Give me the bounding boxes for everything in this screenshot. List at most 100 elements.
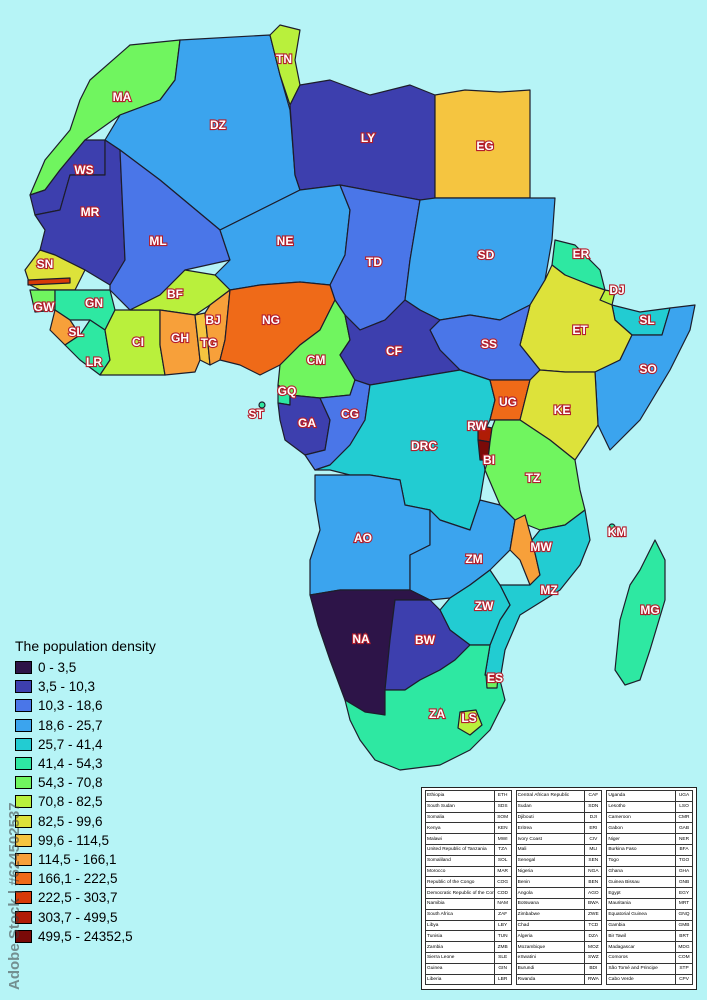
country-label: GQ bbox=[278, 384, 297, 398]
legend-swatch bbox=[15, 910, 32, 924]
code-table-row: Namibia NAM bbox=[425, 897, 512, 910]
legend-item: 99,6 - 114,5 bbox=[15, 831, 245, 850]
country-tunisia bbox=[269, 24, 301, 106]
country-label: SL bbox=[68, 325, 83, 339]
country-code-cell: GNB bbox=[675, 876, 694, 889]
code-table-row: Kenya KEN bbox=[425, 822, 512, 835]
country-code-cell: BEN bbox=[584, 876, 603, 889]
legend-swatch bbox=[15, 929, 32, 943]
country-label: LS bbox=[461, 711, 476, 725]
country-label: ES bbox=[487, 671, 503, 685]
country-code-cell: CAF bbox=[584, 790, 603, 802]
country-code-cell: MWI bbox=[493, 833, 512, 845]
country-code-cell: EGY bbox=[675, 887, 694, 899]
legend-item: 3,5 - 10,3 bbox=[15, 677, 245, 696]
country-lesotho bbox=[457, 709, 483, 736]
country-code-cell: SOL bbox=[493, 854, 512, 867]
legend-swatch bbox=[15, 891, 32, 905]
legend-swatch bbox=[15, 661, 32, 675]
country-central-african-republic bbox=[339, 299, 461, 386]
country-name-cell: Zambia bbox=[425, 941, 495, 953]
country-code-cell: GMB bbox=[675, 919, 694, 932]
country-label: MA bbox=[113, 90, 132, 104]
country-south-africa bbox=[344, 644, 506, 771]
country-code-cell: SLE bbox=[493, 951, 512, 964]
country-name-cell: Cameroon bbox=[606, 811, 677, 824]
country-name-cell: Eritrea bbox=[515, 822, 586, 835]
country-name-cell: South Africa bbox=[425, 908, 495, 921]
code-table-row: Gambia GMB bbox=[606, 919, 694, 932]
country-code-cell: GNQ bbox=[675, 908, 694, 921]
country-name-cell: Mali bbox=[515, 843, 586, 856]
country-label: LY bbox=[361, 131, 375, 145]
legend-item: 54,3 - 70,8 bbox=[15, 773, 245, 792]
code-table-row: Ethiopia ETH bbox=[425, 790, 512, 802]
country-name-cell: Morocco bbox=[425, 865, 495, 878]
country-name-cell: Bir Tawil bbox=[606, 930, 677, 943]
legend-item: 41,4 - 54,3 bbox=[15, 754, 245, 773]
country-code-cell: UGA bbox=[675, 790, 694, 802]
country-name-cell: Chad bbox=[515, 919, 586, 932]
country-label: BI bbox=[483, 453, 495, 467]
code-table-row: Nigeria NGA bbox=[515, 865, 603, 878]
country-code-cell: DJI bbox=[584, 811, 603, 824]
code-table-row: Rwanda RWA bbox=[515, 973, 603, 986]
country-label: NG bbox=[262, 313, 280, 327]
country-code-cell: BFA bbox=[675, 843, 694, 856]
code-table-row: Malawi MWI bbox=[425, 833, 512, 845]
country-name-cell: United Republic of Tanzania bbox=[425, 843, 495, 856]
country-name-cell: Sudan bbox=[515, 800, 586, 813]
country-label: SL bbox=[639, 313, 654, 327]
country-somalia bbox=[594, 304, 696, 451]
country-label: DZ bbox=[210, 118, 226, 132]
country-code-cell: COD bbox=[493, 887, 512, 899]
country-label: GN bbox=[85, 296, 103, 310]
legend-swatch bbox=[15, 872, 32, 886]
legend-range: 82,5 - 99,6 bbox=[38, 813, 103, 829]
country-code-table: Ethiopia ETH South Sudan SDS Somalia SOM Kenya… bbox=[421, 787, 697, 990]
country-comoros bbox=[608, 523, 616, 531]
country-name-cell: South Sudan bbox=[425, 800, 495, 813]
country-code-cell: NAM bbox=[493, 897, 512, 910]
country-code-cell: ERI bbox=[584, 822, 603, 835]
country-name-cell: Benin bbox=[515, 876, 586, 889]
legend-swatch bbox=[15, 757, 32, 771]
country-code-cell: NER bbox=[675, 833, 694, 845]
country-code-cell: TZA bbox=[493, 843, 512, 856]
code-table-row: Ghana GHA bbox=[606, 865, 694, 878]
country-code-cell: SEN bbox=[584, 854, 603, 867]
code-table-row: Democratic Republic of the Congo COD bbox=[425, 887, 512, 899]
code-table-row: Tunisia TUN bbox=[425, 930, 512, 943]
country-name-cell: Republic of the Congo bbox=[425, 876, 495, 889]
legend-range: 303,7 - 499,5 bbox=[38, 909, 118, 925]
country-code-cell: CMR bbox=[675, 811, 694, 824]
country-label: ZW bbox=[475, 599, 494, 613]
country-code-cell: COM bbox=[675, 951, 694, 964]
country-name-cell: Somalia bbox=[425, 811, 495, 824]
country-name-cell: Gabon bbox=[606, 822, 677, 835]
legend-range: 499,5 - 24352,5 bbox=[38, 928, 133, 944]
legend-item: 0 - 3,5 bbox=[15, 658, 245, 677]
country-eswatini bbox=[485, 674, 499, 689]
country-labels: MA TN DZ LY EG WS MR ML NE TD SD ER DJ SN GW GN SL LR CI BF… bbox=[33, 51, 661, 726]
code-table-row: United Republic of Tanzania TZA bbox=[425, 843, 512, 856]
code-table-row: Eritrea ERI bbox=[515, 822, 603, 835]
legend-swatch bbox=[15, 680, 32, 694]
code-table-row: Togo TGO bbox=[606, 854, 694, 867]
country-label: MR bbox=[81, 205, 100, 219]
country-code-cell: TGO bbox=[675, 854, 694, 867]
country-code-cell: BWA bbox=[584, 897, 603, 910]
country-label: RW bbox=[467, 419, 487, 433]
code-table-row: Algeria DZA bbox=[515, 930, 603, 943]
code-table-row: Mozambique MOZ bbox=[515, 941, 603, 953]
country-name-cell: Niger bbox=[606, 833, 677, 845]
code-table-row: Sierra Leone SLE bbox=[425, 951, 512, 964]
country-code-cell: SOM bbox=[493, 811, 512, 824]
legend: The population density 0 - 3,5 3,5 - 10,3… bbox=[15, 638, 245, 946]
country-name-cell: Senegal bbox=[515, 854, 586, 867]
country-code-cell: ZMB bbox=[493, 941, 512, 953]
code-table-row: Cabo Verde CPV bbox=[606, 973, 694, 986]
country-code-cell: LBY bbox=[493, 919, 512, 932]
legend-item: 82,5 - 99,6 bbox=[15, 812, 245, 831]
